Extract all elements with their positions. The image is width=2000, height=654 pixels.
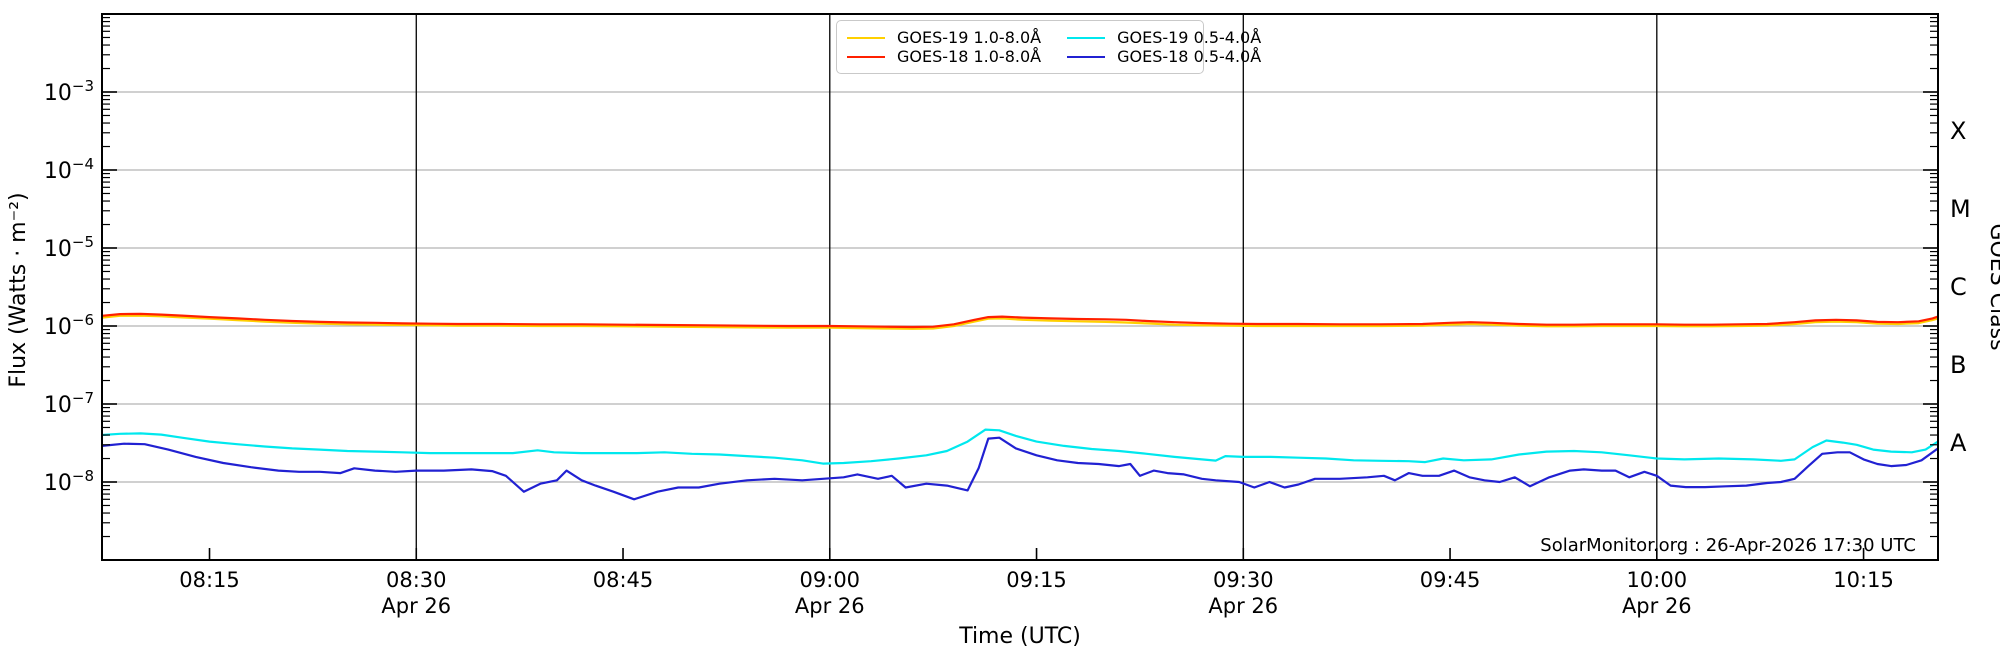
x-tick-date-label: Apr 26 <box>795 594 865 618</box>
y-gridlines <box>102 91 1938 483</box>
legend-item: GOES-18 1.0-8.0Å <box>847 47 1041 66</box>
legend-item: GOES-19 1.0-8.0Å <box>847 28 1041 47</box>
legend-line-swatch-blue <box>1067 55 1106 58</box>
x-tick-label: 08:45 <box>593 568 654 592</box>
series-curves <box>101 312 1939 501</box>
x-tick-label: 08:30 <box>386 568 447 592</box>
x-tick-label: 08:15 <box>179 568 240 592</box>
legend-line-swatch-yellow <box>847 36 885 39</box>
y-tick-label: 10−6 <box>44 311 94 340</box>
x-axis-title: Time (UTC) <box>958 624 1081 649</box>
watermark-annotation: SolarMonitor.org : 26-Apr-2026 17:30 UTC <box>1540 535 1916 556</box>
x-tick-date-label: Apr 26 <box>1208 594 1278 618</box>
goes-class-letter: X <box>1950 117 1966 145</box>
right-axis-title: GOES Class <box>1985 223 2000 350</box>
x-tick-label: 10:00 <box>1627 568 1688 592</box>
y-tick-labels: 10−3 10−4 10−5 10−6 10−7 10−8 <box>44 77 94 496</box>
x-tick-date-label: Apr 26 <box>1622 594 1692 618</box>
y-tick-label: 10−7 <box>44 389 94 418</box>
series-goes-19-long <box>101 314 1939 330</box>
legend-item: GOES-19 0.5-4.0Å <box>1067 28 1261 47</box>
x-tick-label: 10:15 <box>1833 568 1894 592</box>
y-axis-title: Flux (Watts · m⁻²) <box>6 192 31 387</box>
axis-ticks <box>102 16 1938 560</box>
goes-class-letter: B <box>1950 351 1966 379</box>
x-tick-date-label: Apr 26 <box>381 594 451 618</box>
legend-item: GOES-18 0.5-4.0Å <box>1067 47 1261 66</box>
y-tick-label: 10−8 <box>44 467 94 496</box>
goes-class-letter: C <box>1950 273 1967 301</box>
y-tick-label: 10−5 <box>44 233 94 262</box>
plot-border <box>101 13 1939 561</box>
legend-line-swatch-red <box>847 55 885 58</box>
x-tick-label: 09:00 <box>800 568 861 592</box>
y-tick-label: 10−3 <box>44 77 94 106</box>
series-goes-18-short <box>101 436 1939 501</box>
legend-label: GOES-19 0.5-4.0Å <box>1117 27 1262 47</box>
series-goes-18-long <box>101 312 1939 329</box>
goes-class-letter: M <box>1950 195 1971 223</box>
goes-class-letter: A <box>1950 429 1967 457</box>
legend-label: GOES-19 1.0-8.0Å <box>897 27 1042 47</box>
legend-label: GOES-18 0.5-4.0Å <box>1117 46 1262 66</box>
series-goes-19-short <box>101 428 1939 465</box>
date-boundary-lines <box>415 14 1658 560</box>
legend: GOES-19 1.0-8.0Å GOES-18 1.0-8.0Å GOES-1… <box>836 20 1261 74</box>
y-tick-label: 10−4 <box>44 155 94 184</box>
legend-label: GOES-18 1.0-8.0Å <box>897 46 1042 66</box>
legend-line-swatch-cyan <box>1067 36 1106 39</box>
goes-class-letters: X M C B A <box>1950 117 1971 457</box>
x-tick-label: 09:30 <box>1213 568 1274 592</box>
x-tick-label: 09:45 <box>1420 568 1481 592</box>
x-tick-label: 09:15 <box>1006 568 1067 592</box>
